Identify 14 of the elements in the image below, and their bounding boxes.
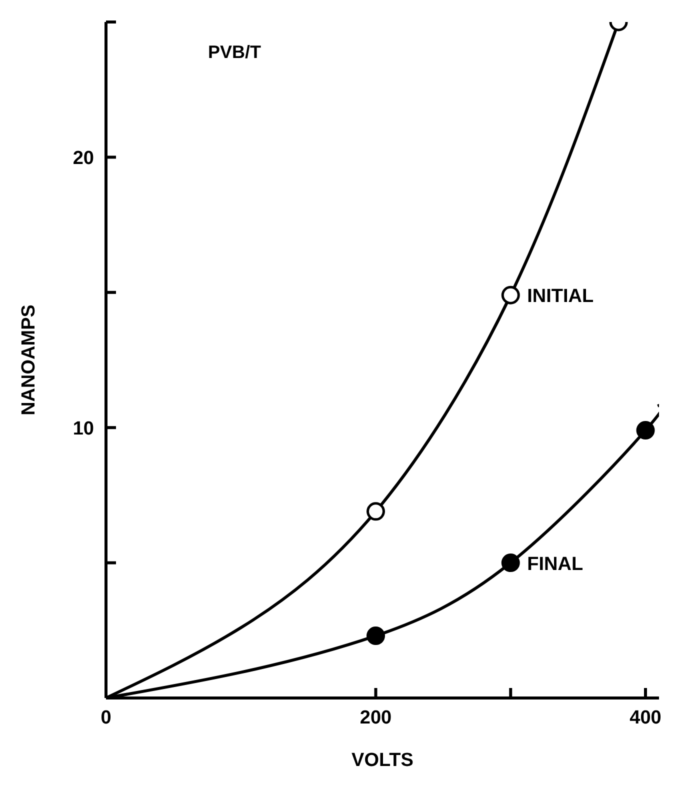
series-label: INITIAL <box>527 286 594 308</box>
y-tick-label: 20 <box>72 148 94 169</box>
y-axis-title: NANOAMPS <box>18 304 40 416</box>
x-tick-label: 200 <box>360 707 392 728</box>
point <box>501 554 520 572</box>
point <box>636 421 655 440</box>
text: PVB/T <box>208 42 262 63</box>
point <box>366 626 386 646</box>
point <box>366 502 386 521</box>
x-tick-label: 400 <box>630 707 662 728</box>
x-tick-label: 0 <box>100 707 112 728</box>
series-label: FINAL <box>527 554 584 575</box>
x-axis-title: VOLTS <box>352 750 414 771</box>
y-tick-label: 10 <box>72 418 94 440</box>
